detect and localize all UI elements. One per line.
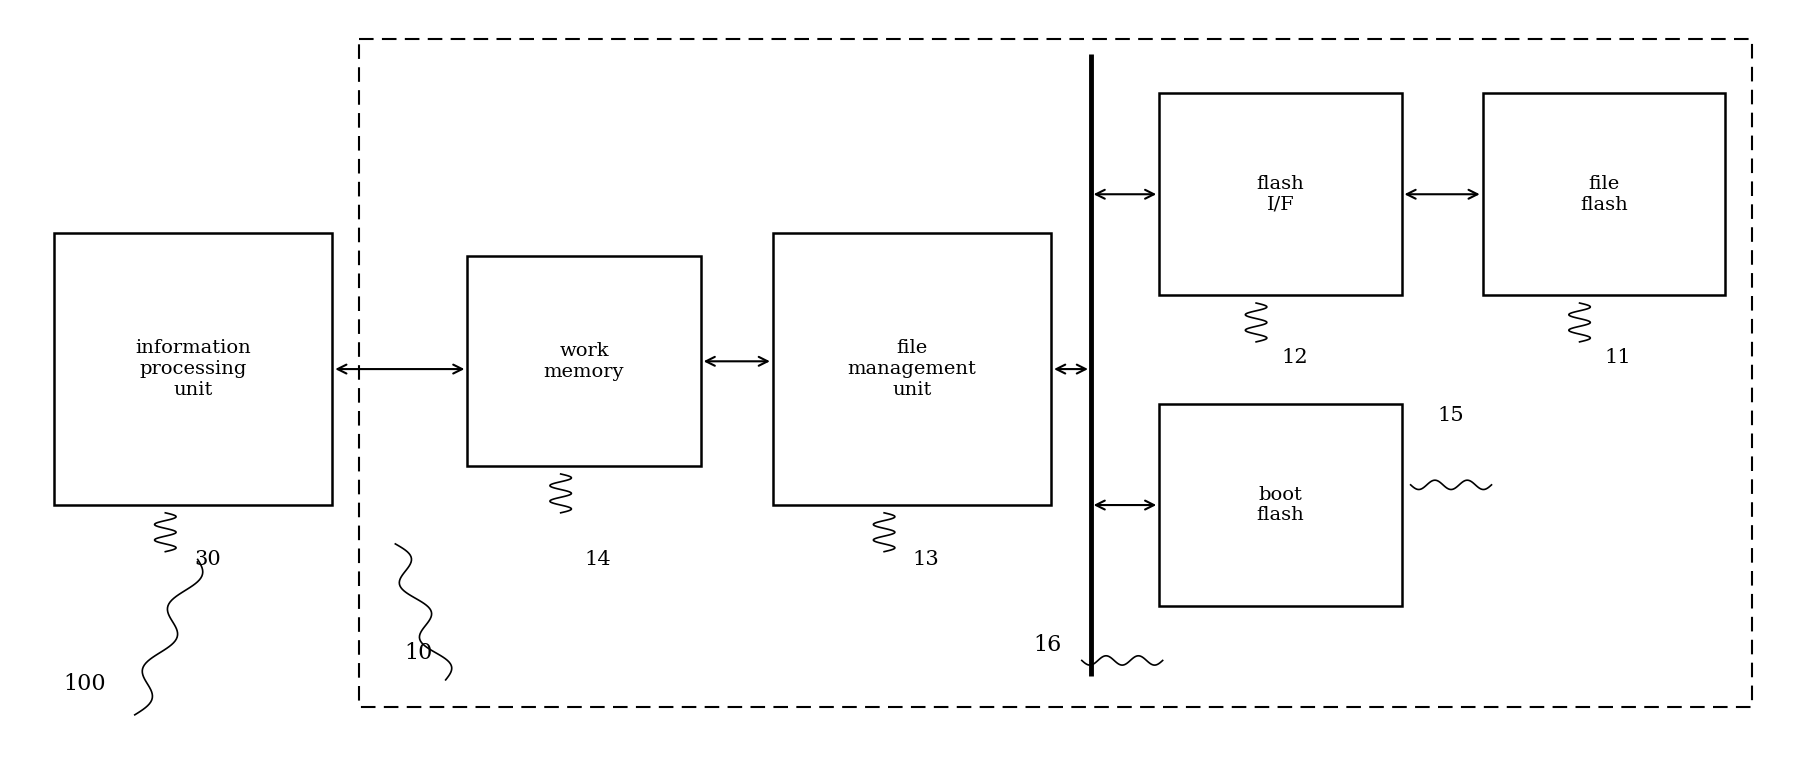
Bar bbox=[1483, 93, 1725, 295]
Bar bbox=[773, 233, 1051, 505]
Bar bbox=[1159, 404, 1402, 606]
Text: 11: 11 bbox=[1605, 348, 1632, 367]
Text: 100: 100 bbox=[63, 673, 106, 695]
Text: 10: 10 bbox=[404, 642, 433, 664]
Text: file
flash: file flash bbox=[1580, 175, 1628, 214]
Bar bbox=[467, 256, 701, 466]
Text: 13: 13 bbox=[913, 550, 940, 569]
Text: 14: 14 bbox=[584, 550, 611, 569]
Text: 30: 30 bbox=[194, 550, 221, 569]
Text: 16: 16 bbox=[1033, 634, 1062, 656]
Text: information
processing
unit: information processing unit bbox=[135, 340, 252, 399]
Text: file
management
unit: file management unit bbox=[848, 340, 976, 399]
Text: boot
flash: boot flash bbox=[1256, 486, 1305, 524]
Bar bbox=[359, 39, 1752, 707]
Text: 12: 12 bbox=[1281, 348, 1308, 367]
Text: work
memory: work memory bbox=[544, 342, 624, 381]
Bar bbox=[54, 233, 332, 505]
Text: 15: 15 bbox=[1438, 406, 1465, 425]
Bar bbox=[1159, 93, 1402, 295]
Text: flash
I/F: flash I/F bbox=[1256, 175, 1305, 214]
